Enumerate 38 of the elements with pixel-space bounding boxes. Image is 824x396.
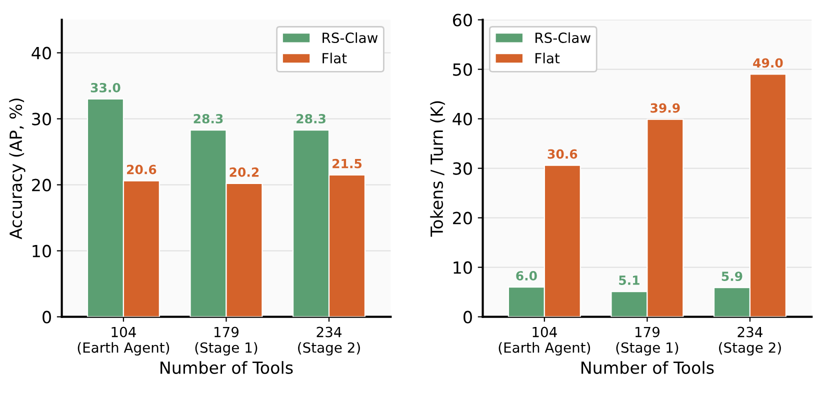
y-tick-label: 0 — [42, 310, 51, 324]
data-label: 30.6 — [548, 149, 578, 159]
y-tick-label: 30 — [32, 112, 51, 126]
data-label: 6.0 — [516, 271, 537, 281]
legend-label: Flat — [536, 52, 560, 64]
y-tick-label: 10 — [32, 244, 51, 258]
y-tick-label: 20 — [453, 212, 472, 224]
data-label: 33.0 — [90, 82, 120, 92]
data-label: 5.9 — [722, 272, 742, 282]
y-tick-label: 50 — [453, 63, 472, 76]
y-tick-label: 60 — [452, 14, 472, 26]
x-tick-label: 234 (Stage 2) — [298, 326, 360, 356]
legend-label: Flat — [322, 52, 347, 64]
data-label: 20.6 — [127, 164, 156, 174]
x-axis-title: Number of Tools — [582, 361, 714, 374]
y-axis-title: Accuracy (AP, %) — [9, 98, 26, 240]
y-axis-title: Tokens / Turn (K) — [430, 101, 446, 237]
x-tick-label: 104 (Earth Agent) — [78, 326, 170, 356]
x-tick-label: 104 (Earth Agent) — [498, 326, 590, 356]
data-label: 49.0 — [753, 58, 783, 68]
data-label: 28.3 — [296, 114, 326, 124]
legend-label: RS-Claw — [322, 32, 378, 44]
legend-label: RS-Claw — [536, 32, 590, 44]
data-label: 28.3 — [194, 114, 223, 124]
y-tick-label: 0 — [464, 310, 472, 324]
y-tick-label: 40 — [452, 112, 472, 126]
x-tick-label: 179 (Stage 1) — [195, 326, 258, 356]
y-tick-label: 10 — [454, 261, 472, 274]
y-tick-label: 40 — [32, 46, 51, 60]
x-tick-label: 234 (Stage 2) — [719, 326, 781, 356]
data-label: 21.5 — [332, 158, 362, 168]
x-axis-title: Number of Tools — [160, 361, 293, 374]
data-label: 20.2 — [230, 167, 259, 177]
y-tick-label: 20 — [32, 178, 51, 192]
y-tick-label: 30 — [453, 162, 472, 175]
data-label: 5.1 — [619, 276, 640, 285]
data-label: 39.9 — [650, 103, 680, 113]
x-tick-label: 179 (Stage 1) — [616, 326, 678, 356]
